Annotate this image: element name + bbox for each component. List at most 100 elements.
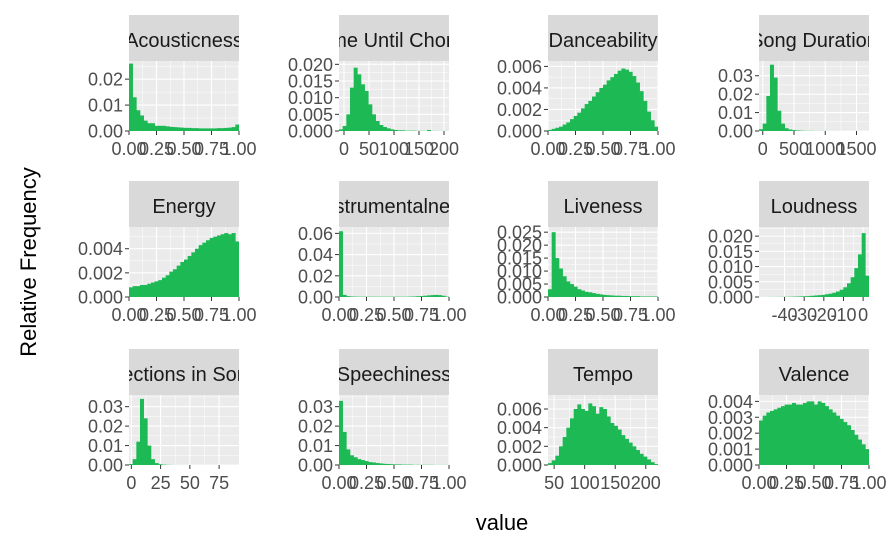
histogram-bar	[584, 291, 589, 297]
histogram-bar	[632, 446, 637, 465]
histogram-bar	[784, 404, 789, 465]
histogram-bar	[187, 127, 192, 131]
histogram-bar	[383, 463, 387, 465]
facet-panels: Acousticness0.000.010.020.000.250.500.75…	[78, 15, 887, 493]
histogram-bar	[832, 412, 837, 465]
histogram-bar	[158, 280, 163, 297]
histogram-bar	[836, 415, 840, 465]
y-tick-label: 0.002	[497, 437, 542, 457]
histogram-bar	[176, 127, 181, 131]
histogram-bar	[595, 293, 600, 297]
x-tick-label: 200	[631, 473, 661, 493]
histogram-bar	[854, 268, 859, 297]
histogram-bar	[129, 63, 133, 131]
histogram-bar	[828, 409, 833, 465]
histogram-bar	[353, 457, 358, 465]
histogram-bar	[368, 104, 373, 131]
histogram-bar	[806, 401, 811, 465]
histogram-bar	[555, 258, 560, 297]
histogram-bar	[339, 129, 343, 131]
x-tick-label: 50	[359, 139, 379, 159]
facet-acousticness: Acousticness0.000.010.020.000.250.500.75…	[88, 15, 257, 159]
histogram-bar	[357, 459, 362, 465]
histogram-bar	[836, 291, 840, 297]
histogram-bar	[342, 431, 347, 465]
histogram-bar	[610, 77, 615, 131]
histogram-bar	[562, 276, 567, 297]
histogram-bar	[346, 449, 351, 465]
histogram-bar	[606, 80, 611, 131]
y-tick-label: 0.02	[88, 417, 123, 437]
x-tick-label: 0.50	[796, 473, 831, 493]
histogram-bar	[599, 407, 604, 465]
histogram-bar	[165, 126, 170, 131]
histogram-bar	[795, 130, 800, 131]
histogram-bar	[584, 104, 589, 131]
histogram-bar	[581, 409, 585, 465]
histogram-bar	[379, 125, 384, 131]
histogram-bar	[191, 252, 196, 297]
facet-title: Liveness	[564, 196, 643, 218]
histogram-bar	[766, 412, 771, 465]
x-tick-label: 1.00	[851, 473, 886, 493]
histogram-bar	[361, 84, 365, 131]
x-tick-label: 0.00	[530, 305, 565, 325]
x-tick-label: 25	[151, 473, 171, 493]
x-tick-label: 50	[544, 473, 564, 493]
histogram-bar	[570, 119, 574, 131]
gridlines	[339, 395, 449, 465]
x-tick-label: 0.50	[585, 139, 620, 159]
histogram-bar	[803, 296, 807, 297]
histogram-bar	[850, 277, 855, 297]
facet-title: Danceability	[549, 30, 658, 52]
facet-title: Tempo	[573, 364, 633, 386]
histogram-bar	[559, 268, 563, 297]
gridlines	[759, 227, 869, 297]
histogram-bar	[610, 423, 615, 465]
x-tick-label: 0.50	[585, 305, 620, 325]
histogram-bar	[427, 295, 431, 297]
x-tick-label: 1.00	[431, 305, 466, 325]
histogram-bar	[151, 123, 155, 131]
histogram-bar	[147, 283, 152, 297]
histogram-bar	[419, 296, 424, 297]
histogram-bar	[143, 284, 148, 297]
histogram-bar	[154, 463, 159, 465]
histogram-bar	[606, 416, 611, 465]
y-tick-label: 0.03	[718, 66, 753, 86]
histogram-bar	[224, 233, 229, 297]
histogram-bar	[375, 121, 380, 131]
histogram-bar	[154, 281, 159, 297]
facet-strip	[759, 349, 869, 395]
histogram-bar	[220, 234, 225, 297]
facet-title: Instrumentalness	[318, 196, 470, 218]
facet-strip	[339, 349, 449, 395]
histogram-bar	[573, 115, 578, 131]
facet-strip	[129, 181, 239, 227]
histogram-bar	[169, 126, 174, 131]
histogram-bar	[595, 413, 600, 465]
histogram-bar	[191, 128, 196, 131]
y-tick-label: 0.005	[288, 105, 333, 125]
histogram-bar	[195, 128, 199, 131]
histogram-bar	[810, 401, 815, 465]
histogram-bar	[136, 110, 141, 131]
histogram-bar	[394, 464, 398, 465]
histogram-bar	[353, 67, 358, 131]
histogram-bar	[628, 71, 633, 131]
x-tick-label: 0.00	[111, 139, 146, 159]
x-tick-label: 0.00	[530, 139, 565, 159]
histogram-bar	[614, 425, 618, 465]
facet-title: Acousticness	[125, 30, 243, 52]
x-tick-label: 1000	[805, 139, 845, 159]
y-tick-label: 0.010	[497, 262, 542, 282]
histogram-bar	[854, 434, 859, 465]
histogram-bar	[350, 455, 354, 465]
facet-title: Energy	[152, 196, 215, 218]
histogram-bar	[843, 422, 848, 465]
histogram-bar	[647, 459, 651, 465]
histogram-bar	[143, 418, 148, 465]
histogram-bar	[610, 295, 615, 297]
histogram-bar	[643, 456, 648, 465]
